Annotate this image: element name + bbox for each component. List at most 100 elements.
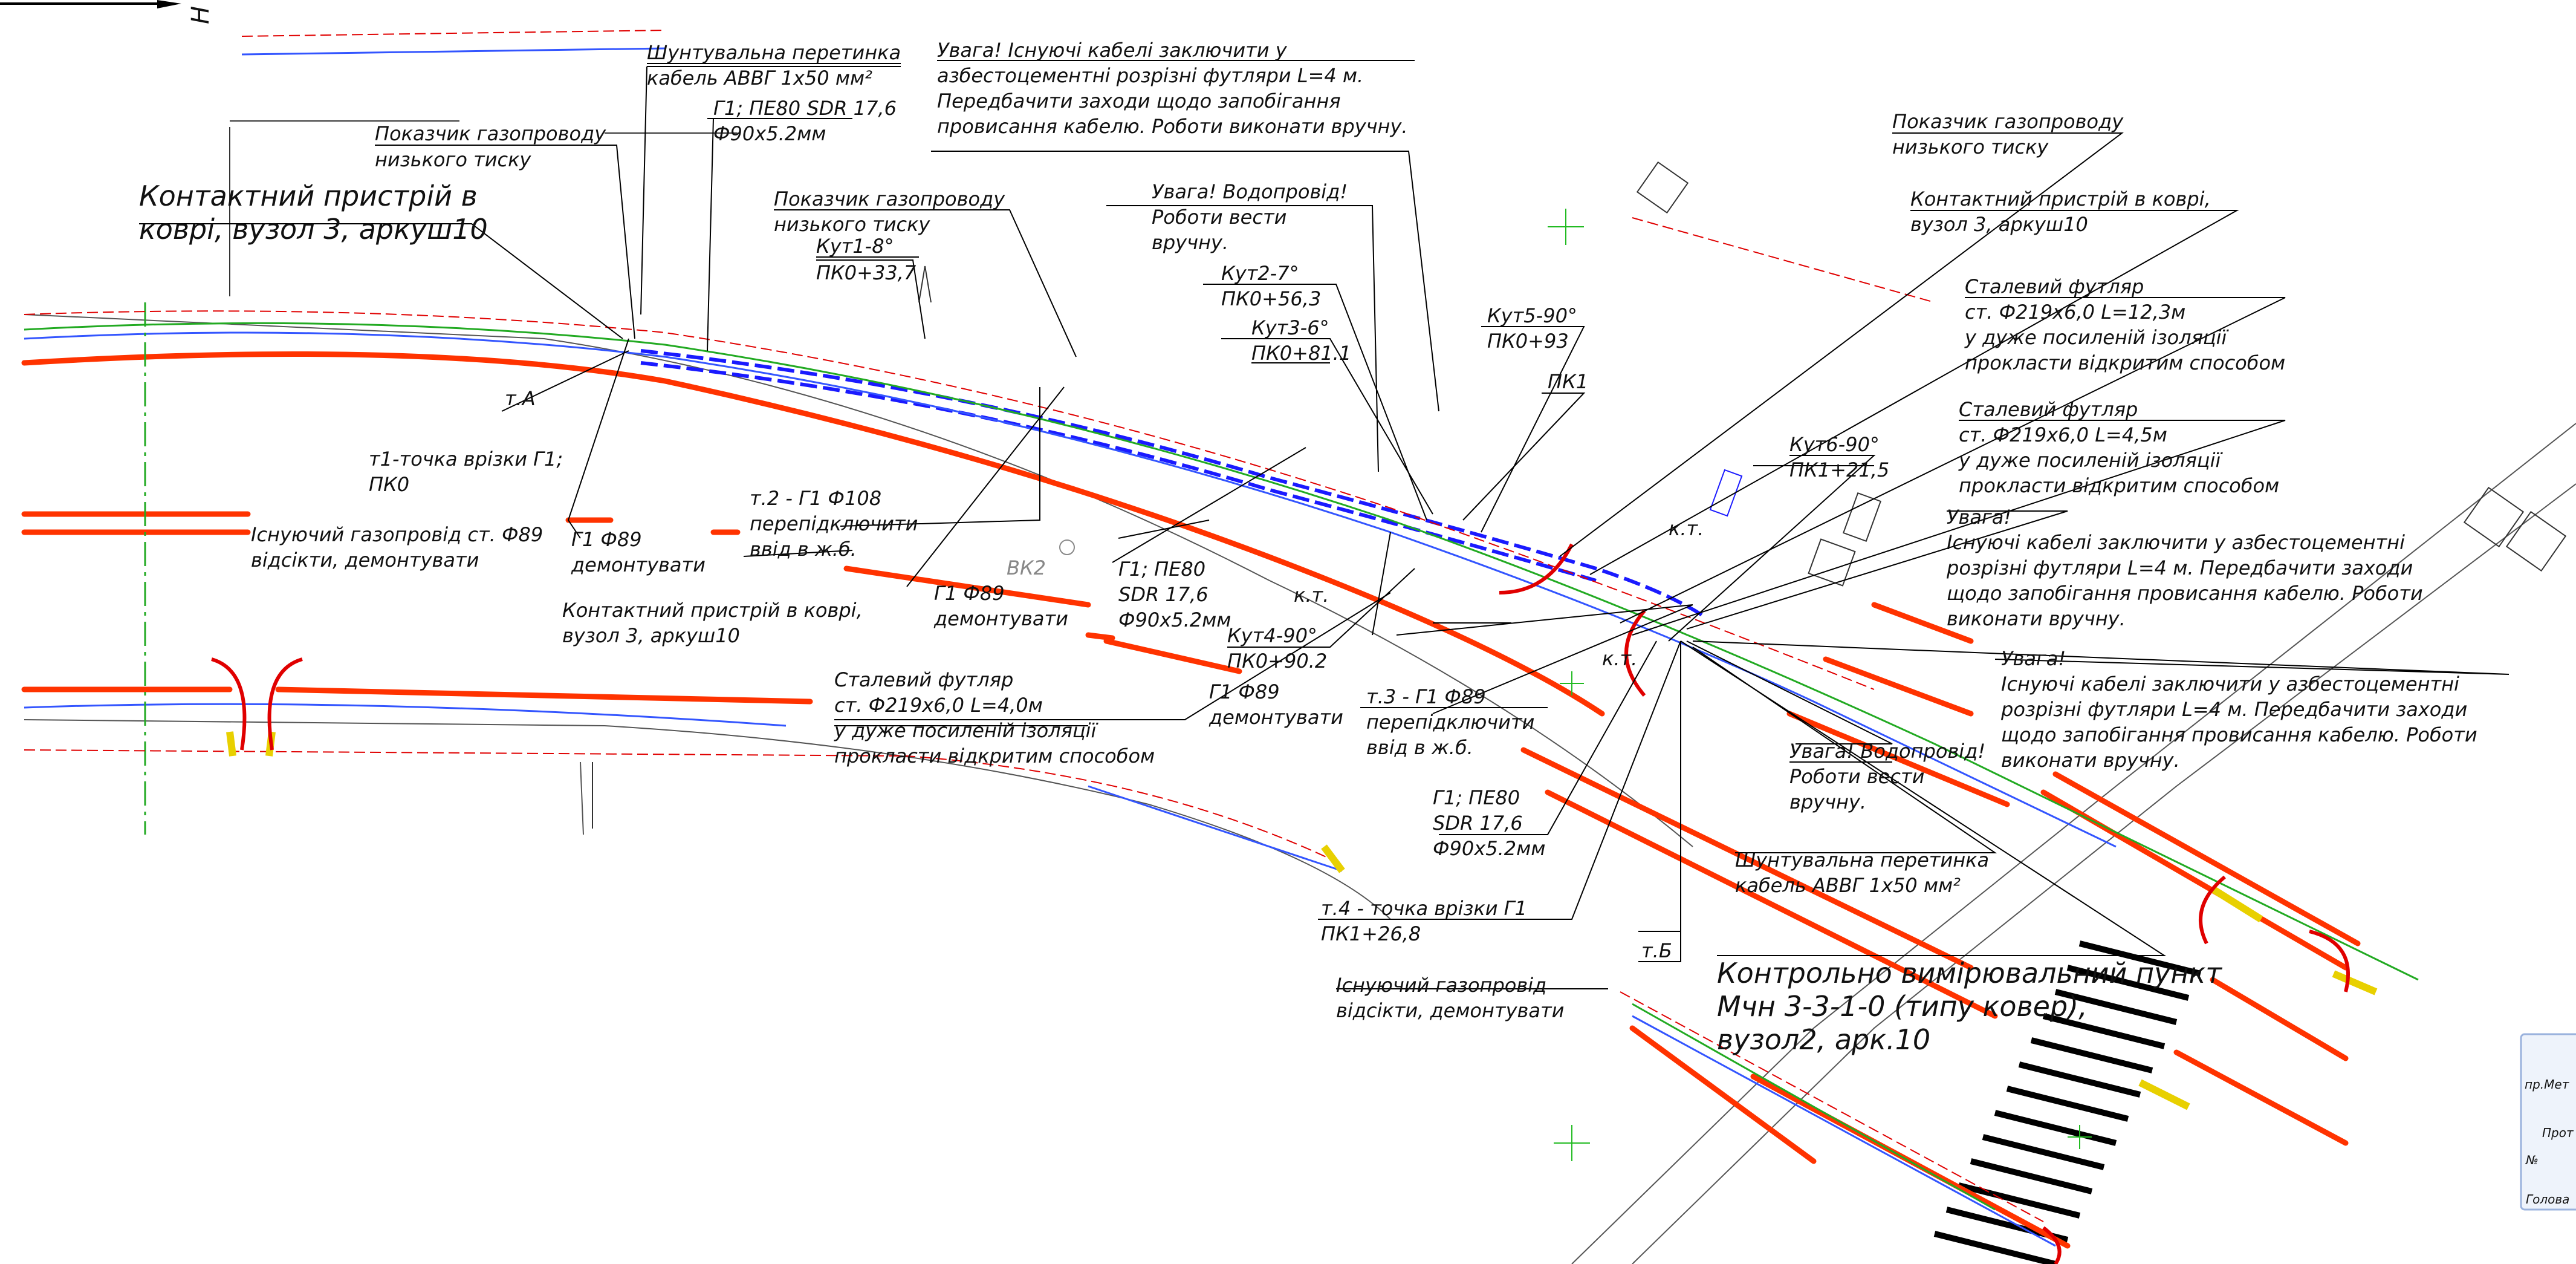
survey-crosses [1548, 209, 2092, 1161]
svg-text:відсікти, демонтувати: відсікти, демонтувати [251, 549, 479, 572]
annotation-t2: т.2 - Г1 Ф108 перепідключити ввід в ж.б. [750, 487, 918, 561]
annotation-kut6: Кут6-90° ПК1+21,5 [1789, 433, 1889, 481]
annotation-kut4: Кут4-90° ПК0+90.2 [1227, 624, 1327, 673]
svg-text:кабель АВВГ 1х50 мм²: кабель АВВГ 1х50 мм² [1735, 874, 1961, 897]
annotation-t1-tap: т1-точка врізки Г1; ПК0 [369, 448, 563, 496]
annotation-warning-right-2: Увага! Існуючі кабелі заключити у азбест… [2000, 647, 2477, 772]
annotation-g1-f89-dem-1: Г1 Ф89 демонтувати [571, 528, 706, 576]
svg-text:к.т.: к.т. [1669, 517, 1704, 540]
svg-text:т.4 - точка врізки Г1: т.4 - точка врізки Г1 [1321, 897, 1527, 920]
cable-lines [24, 30, 2044, 1222]
svg-text:Кут2-7°: Кут2-7° [1221, 262, 1299, 285]
svg-text:низького тиску: низького тиску [1892, 135, 2049, 158]
svg-text:ПК0+33,7: ПК0+33,7 [816, 261, 917, 284]
svg-text:№: № [2525, 1153, 2539, 1167]
svg-text:прокласти відкритим способом: прокласти відкритим способом [1959, 474, 2279, 497]
svg-text:прокласти відкритим способом: прокласти відкритим способом [1965, 351, 2285, 374]
svg-text:розрізні футляри L=4 м. Передб: розрізні футляри L=4 м. Передбачити захо… [2000, 698, 2467, 721]
svg-text:відсікти, демонтувати: відсікти, демонтувати [1336, 999, 1564, 1022]
svg-text:т1-точка врізки Г1;: т1-точка врізки Г1; [369, 448, 563, 471]
svg-text:перепідключити: перепідключити [1366, 711, 1534, 734]
new-gas-pipeline [640, 349, 1706, 619]
svg-text:Прот: Прот [2542, 1126, 2574, 1140]
annotation-steel-sleeve-1: Сталевий футляр ст. Ф219х6,0 L=12,3м у д… [1964, 275, 2285, 374]
svg-text:ст. Ф219х6,0 L=12,3м: ст. Ф219х6,0 L=12,3м [1965, 301, 2185, 324]
svg-text:розрізні футляри L=4 м. Передб: розрізні футляри L=4 м. Передбачити захо… [1946, 556, 2413, 579]
svg-text:вручну.: вручну. [1789, 790, 1866, 813]
svg-text:Існуючий газопровід ст. Ф89: Існуючий газопровід ст. Ф89 [251, 523, 543, 546]
svg-text:у дуже посиленій ізоляції: у дуже посиленій ізоляції [1964, 326, 2230, 349]
svg-text:вузол2, арк.10: вузол2, арк.10 [1717, 1023, 1930, 1056]
svg-text:низького тиску: низького тиску [375, 148, 531, 171]
svg-text:Увага!: Увага! [2001, 647, 2066, 670]
svg-text:демонтувати: демонтувати [933, 607, 1068, 630]
annotation-g1-pe80-top: Г1; ПЕ80 SDR 17,6 Ф90х5.2мм [713, 97, 897, 145]
annotation-g1-pe80-mid: Г1; ПЕ80 SDR 17,6 Ф90х5.2мм [1118, 558, 1231, 631]
svg-text:Ф90х5.2мм: Ф90х5.2мм [1118, 608, 1231, 631]
svg-text:Показчик газопроводу: Показчик газопроводу [774, 187, 1005, 210]
svg-text:к.т.: к.т. [1294, 584, 1329, 607]
annotation-point-a: т.А [505, 387, 536, 410]
annotation-existing-pipe-left: Існуючий газопровід ст. Ф89 відсікти, де… [251, 523, 543, 572]
svg-text:Роботи вести: Роботи вести [1152, 206, 1286, 229]
svg-text:ПК0+93: ПК0+93 [1487, 330, 1569, 353]
svg-text:азбестоцементні розрізні футля: азбестоцементні розрізні футляри L=4 м. [937, 64, 1363, 87]
svg-text:щодо запобігання провисання ка: щодо запобігання провисання кабелю. Робо… [2001, 723, 2477, 746]
buildings [1636, 161, 2567, 587]
annotation-bk2: ВК2 [1007, 539, 1075, 579]
svg-text:ПК0+56,3: ПК0+56,3 [1221, 287, 1321, 310]
svg-text:Існуючі кабелі заключити у азб: Існуючі кабелі заключити у азбестоцемент… [1947, 531, 2405, 554]
annotation-steel-sleeve-2: Сталевий футляр ст. Ф219х6,0 L=4,5м у ду… [1958, 398, 2279, 497]
svg-text:Увага! Водопровід!: Увага! Водопровід! [1789, 740, 1985, 763]
svg-text:Г1 Ф89: Г1 Ф89 [1209, 680, 1280, 703]
svg-text:ПК0+81.1: ПК0+81.1 [1251, 342, 1351, 365]
svg-text:Передбачити заходи щодо запобі: Передбачити заходи щодо запобігання [937, 90, 1341, 112]
annotation-warning-right-1: Увага! Існуючі кабелі заключити у азбест… [1946, 506, 2423, 630]
annotation-contact-device-mid: Контактний пристрій в коврі, вузол 3, ар… [562, 599, 863, 647]
annotation-g1-pe80-bottom: Г1; ПЕ80 SDR 17,6 Ф90х5.2мм [1433, 786, 1545, 860]
svg-text:Г1 Ф89: Г1 Ф89 [571, 528, 642, 551]
svg-text:Увага! Існуючі кабелі заключит: Увага! Існуючі кабелі заключити у [937, 39, 1288, 62]
svg-text:демонтувати: демонтувати [1209, 706, 1343, 729]
svg-text:т.Б: т.Б [1641, 939, 1672, 962]
road-edges [24, 314, 2576, 1264]
svg-text:Показчик газопроводу: Показчик газопроводу [1892, 110, 2124, 133]
label-underlines [647, 60, 1892, 932]
svg-text:демонтувати: демонтувати [571, 553, 706, 576]
svg-text:Кут5-90°: Кут5-90° [1487, 304, 1577, 327]
annotation-existing-pipe-bottom: Існуючий газопровід відсікти, демонтуват… [1336, 974, 1564, 1022]
svg-text:SDR 17,6: SDR 17,6 [1118, 583, 1209, 606]
svg-text:у дуже посиленій ізоляції: у дуже посиленій ізоляції [834, 719, 1099, 742]
sleeve-marks [226, 731, 2378, 1110]
annotation-steel-sleeve-3: Сталевий футляр ст. Ф219х6,0 L=4,0м у ду… [834, 668, 1155, 767]
pedestrian-crossing [1933, 940, 2202, 1264]
leader-lines [139, 66, 2509, 989]
svg-text:Ф90х5.2мм: Ф90х5.2мм [1433, 837, 1545, 860]
svg-text:Контрольно вимірювальний пункт: Контрольно вимірювальний пункт [1717, 957, 2222, 989]
svg-text:ВК2: ВК2 [1007, 556, 1046, 579]
annotation-kut2: Кут2-7° ПК0+56,3 [1221, 262, 1321, 310]
annotation-water-warning-top: Увага! Водопровід! Роботи вести вручну. [1152, 180, 1348, 254]
svg-text:Г1 Ф89: Г1 Ф89 [934, 582, 1005, 605]
annotation-kt-markers: к.т. к.т. к.т. [1294, 517, 1704, 670]
svg-text:у дуже посиленій ізоляції: у дуже посиленій ізоляції [1958, 449, 2224, 472]
svg-text:SDR 17,6: SDR 17,6 [1433, 812, 1523, 835]
svg-text:виконати вручну.: виконати вручну. [2001, 749, 2180, 772]
svg-text:Г1; ПЕ80: Г1; ПЕ80 [1433, 786, 1520, 809]
svg-text:ПК0+90.2: ПК0+90.2 [1227, 650, 1327, 673]
svg-text:кабель АВВГ 1х50 мм²: кабель АВВГ 1х50 мм² [647, 67, 872, 90]
svg-text:Контактний пристрій в: Контактний пристрій в [139, 180, 478, 212]
svg-text:Голова: Голова [2526, 1192, 2569, 1207]
annotation-g1-f89-dem-2: Г1 Ф89 демонтувати [933, 582, 1068, 630]
svg-text:Роботи вести: Роботи вести [1789, 765, 1924, 788]
svg-text:Ф90х5.2мм: Ф90х5.2мм [713, 122, 826, 145]
svg-text:Увага!: Увага! [1947, 506, 2011, 529]
water-lines [24, 47, 2117, 1247]
svg-text:вузол 3, аркуш10: вузол 3, аркуш10 [1910, 213, 2088, 236]
svg-text:ст. Ф219х6,0 L=4,0м: ст. Ф219х6,0 L=4,0м [834, 694, 1043, 717]
svg-text:т.3 - Г1 Ф89: т.3 - Г1 Ф89 [1366, 685, 1486, 708]
svg-text:т.А: т.А [505, 387, 536, 410]
annotation-contact-device-right: Контактний пристрій в коврі, вузол 3, ар… [1910, 187, 2211, 236]
svg-text:Контактний пристрій в коврі,: Контактний пристрій в коврі, [1910, 187, 2211, 210]
